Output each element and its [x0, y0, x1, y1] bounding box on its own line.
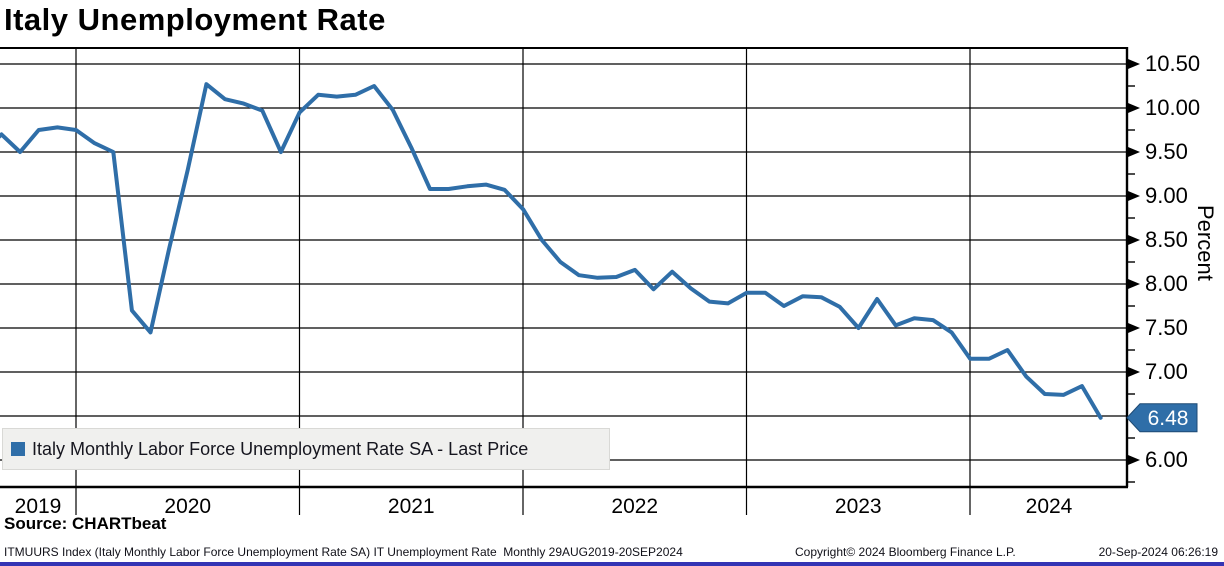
y-axis-tick-arrow-icon [1128, 59, 1140, 69]
series-line [0, 82, 1103, 420]
footer-datetime: 20-Sep-2024 06:26:19 [1098, 545, 1218, 559]
x-axis-year-label: 2019 [15, 495, 62, 518]
footer: ITMUURS Index (Italy Monthly Labor Force… [0, 545, 1224, 561]
y-axis-tick-arrow-icon [1128, 147, 1140, 157]
unemployment-rate-line-chart[interactable]: 10.50 10.00 9.50 9.00 8.50 8.00 7.50 7.00 6.00 20… [0, 47, 1224, 520]
y-axis-tick-label: 6.00 [1145, 447, 1188, 472]
last-price-badge [1126, 403, 1198, 433]
footer-copyright: Copyright© 2024 Bloomberg Finance L.P. [795, 545, 1016, 559]
y-axis-tick-arrow-icon [1128, 235, 1140, 245]
footer-ticker-description: ITMUURS Index (Italy Monthly Labor Force… [4, 545, 683, 559]
source-label: Source: CHARTbeat [4, 514, 167, 533]
last-price-badge-value: 6.48 [1148, 407, 1189, 430]
y-axis-tick-label: 8.00 [1145, 271, 1188, 296]
y-axis-tick-arrow-icon [1128, 191, 1140, 201]
y-axis-tick-arrow-icon [1128, 323, 1140, 333]
y-axis-tick-arrow-icon [1128, 367, 1140, 377]
y-axis-tick-label: 9.50 [1145, 139, 1188, 164]
page-title: Italy Unemployment Rate [4, 2, 386, 37]
y-axis-tick-label: 9.00 [1145, 183, 1188, 208]
legend: Italy Monthly Labor Force Unemployment R… [2, 428, 610, 470]
x-axis-year-label: 2022 [611, 495, 658, 518]
legend-series-label: Italy Monthly Labor Force Unemployment R… [32, 438, 529, 459]
y-axis-tick-arrow-icon [1128, 103, 1140, 113]
legend-series-marker-icon [11, 442, 25, 456]
y-axis-tick-label: 10.00 [1145, 95, 1200, 120]
y-axis-tick-label: 10.50 [1145, 51, 1200, 76]
bottom-terminal-strip [0, 562, 1224, 566]
x-axis-year-label: 2020 [164, 495, 211, 518]
x-axis-year-label: 2024 [1026, 495, 1073, 518]
y-axis-tick-label: 8.50 [1145, 227, 1188, 252]
y-axis-title: Percent [1193, 205, 1218, 281]
y-axis-tick-label: 7.00 [1145, 359, 1188, 384]
x-axis-year-label: 2023 [835, 495, 882, 518]
y-axis-tick-arrow-icon [1128, 279, 1140, 289]
y-axis-tick-arrow-icon [1128, 455, 1140, 465]
y-axis-tick-label: 7.50 [1145, 315, 1188, 340]
x-axis-year-label: 2021 [388, 495, 435, 518]
